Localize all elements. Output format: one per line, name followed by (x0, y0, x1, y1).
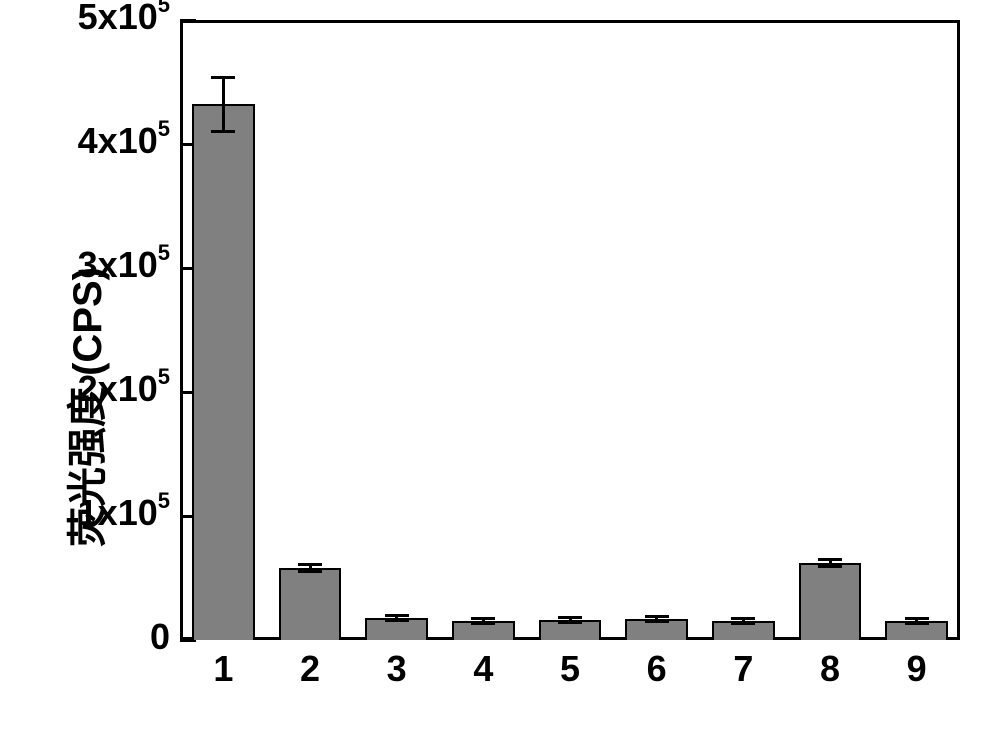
errorbar-cap (211, 130, 235, 133)
xtick-label: 3 (367, 648, 427, 690)
axis-border (957, 20, 960, 640)
xtick-label: 4 (453, 648, 513, 690)
xtick-label: 1 (193, 648, 253, 690)
ytick-label-base: 5x10 (78, 0, 158, 37)
ytick-label: 0 (150, 616, 170, 658)
xtick-label: 9 (887, 648, 947, 690)
errorbar-cap (298, 563, 322, 566)
ytick-label-exp: 5 (158, 240, 170, 265)
ytick-label-exp: 5 (158, 364, 170, 389)
errorbar-cap (385, 619, 409, 622)
ytick (180, 19, 196, 22)
xtick-label: 6 (627, 648, 687, 690)
ytick-label-base: 0 (150, 616, 170, 657)
xtick-label: 8 (800, 648, 860, 690)
errorbar-cap (471, 617, 495, 620)
errorbar-cap (731, 622, 755, 625)
errorbar-cap (645, 620, 669, 623)
errorbar-cap (298, 570, 322, 573)
ytick-label-base: 4x10 (78, 120, 158, 161)
errorbar-cap (471, 622, 495, 625)
ytick-label-exp: 5 (158, 0, 170, 17)
errorbar-line (222, 77, 225, 132)
errorbar-cap (211, 76, 235, 79)
ytick-label: 4x105 (78, 120, 170, 162)
errorbar-cap (818, 565, 842, 568)
errorbar-cap (905, 617, 929, 620)
bar (192, 104, 254, 640)
ytick-label-exp: 5 (158, 488, 170, 513)
axis-border (180, 20, 960, 23)
ytick-label: 5x105 (78, 0, 170, 38)
errorbar-cap (731, 617, 755, 620)
errorbar-cap (818, 558, 842, 561)
xtick-label: 5 (540, 648, 600, 690)
errorbar-cap (645, 615, 669, 618)
axis-border (180, 20, 183, 640)
errorbar-cap (905, 622, 929, 625)
xtick-label: 7 (713, 648, 773, 690)
errorbar-cap (558, 621, 582, 624)
yaxis-label: 荧光强度 (CPS) (55, 267, 113, 547)
xtick-label: 2 (280, 648, 340, 690)
errorbar-cap (558, 616, 582, 619)
bar (279, 568, 341, 640)
ytick-label-exp: 5 (158, 116, 170, 141)
bar (799, 563, 861, 640)
errorbar-cap (385, 614, 409, 617)
